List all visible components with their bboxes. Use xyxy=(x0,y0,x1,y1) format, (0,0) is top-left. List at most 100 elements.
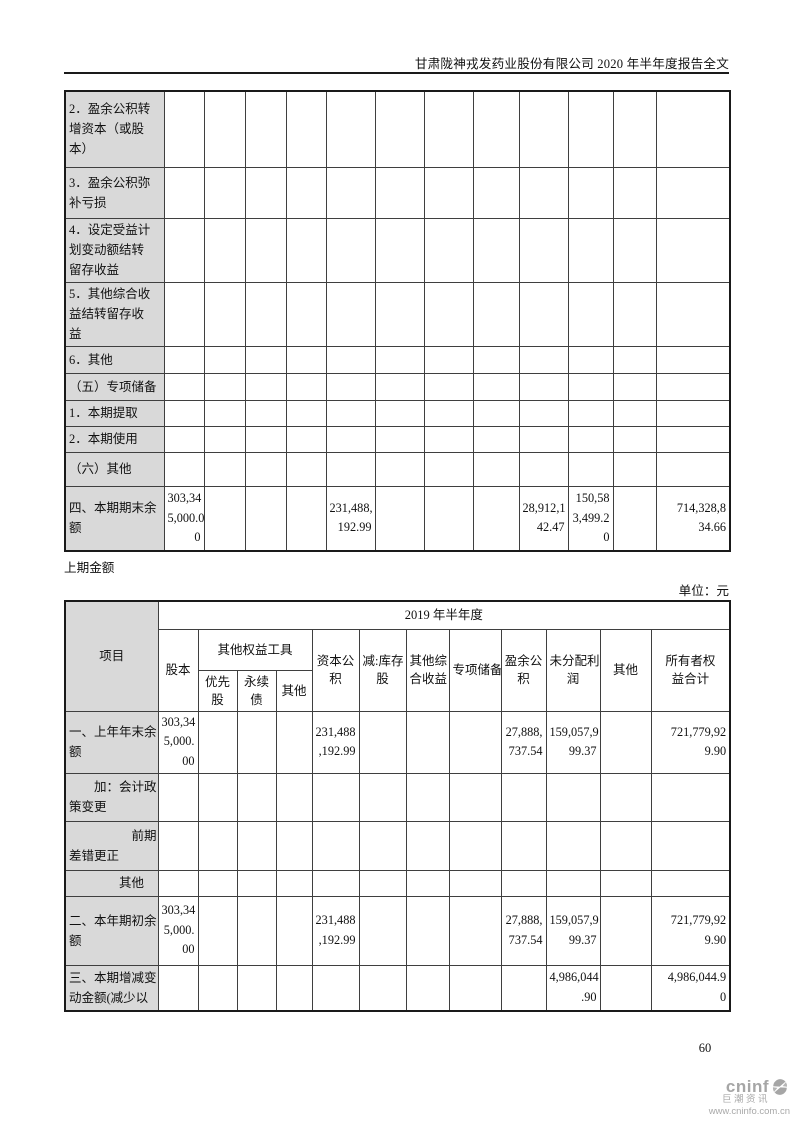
table1-value-cell xyxy=(374,217,425,283)
col-header-perpetual-bonds: 永续 债 xyxy=(236,669,277,712)
table1-row-label: 2．本期使用 xyxy=(64,425,165,453)
col-header-share-capital: 股本 xyxy=(157,628,199,712)
table2-value-cell: 159,057,9 99.37 xyxy=(545,710,601,774)
table1-value-cell xyxy=(285,166,327,219)
table1-value-cell: 231,488, 192.99 xyxy=(325,485,376,552)
col-header-other-equity-tools: 其他权益工具 xyxy=(197,628,313,671)
table1-value-cell xyxy=(374,166,425,219)
table2-value-cell: 4,986,044.9 0 xyxy=(650,964,731,1012)
table1-value-cell xyxy=(163,217,205,283)
table2-value-cell xyxy=(405,710,450,774)
table2-value-cell xyxy=(358,772,407,822)
table1-value-cell xyxy=(203,372,246,401)
table1-value-cell xyxy=(655,425,731,453)
table1-value-cell xyxy=(325,451,376,487)
table2-value-cell xyxy=(236,772,277,822)
report-header-title: 甘肃陇神戎发药业股份有限公司 2020 年半年度报告全文 xyxy=(414,57,729,71)
table1-value-cell xyxy=(612,345,657,374)
table-row: 其他 xyxy=(64,869,731,897)
table1-value-cell xyxy=(567,399,614,427)
table1-value-cell xyxy=(518,217,569,283)
table1-row-label: 1．本期提取 xyxy=(64,399,165,427)
table1-value-cell xyxy=(567,451,614,487)
cninfo-logo: cninf 巨潮资讯 www.cninfo.com.cn xyxy=(680,1077,790,1118)
table2-value-cell xyxy=(197,869,238,897)
table2-row-label: 其他 xyxy=(64,869,159,897)
table2-value-cell xyxy=(275,869,313,897)
table1-value-cell xyxy=(612,425,657,453)
table2-value-cell xyxy=(358,710,407,774)
table1-value-cell xyxy=(612,451,657,487)
table-row: 5．其他综合收 益结转留存收 益 xyxy=(64,281,731,347)
table1-value-cell xyxy=(285,372,327,401)
table1-value-cell xyxy=(203,90,246,168)
table2-value-cell: 721,779,92 9.90 xyxy=(650,710,731,774)
table2-value-cell xyxy=(358,820,407,871)
table2-value-cell xyxy=(599,869,652,897)
table-row: 4．设定受益计 划变动额结转 留存收益 xyxy=(64,217,731,283)
table1-value-cell xyxy=(518,425,569,453)
col-header-capital-reserve: 资本公 积 xyxy=(311,628,360,712)
table-row: 1．本期提取 xyxy=(64,399,731,427)
table2-value-cell xyxy=(405,820,450,871)
col-header-surplus-reserve: 盈余公 积 xyxy=(500,628,547,712)
table1-value-cell xyxy=(472,281,520,347)
cninfo-caption: 巨潮资讯 xyxy=(721,1094,770,1105)
table1-value-cell xyxy=(203,281,246,347)
table1-value-cell xyxy=(374,451,425,487)
table1-value-cell xyxy=(423,217,474,283)
table2-value-cell: 721,779,92 9.90 xyxy=(650,895,731,966)
table-row: 一、上年年末余 额 303,34 5,000. 00 231,488 ,192.99… xyxy=(64,710,731,774)
table1-value-cell xyxy=(423,90,474,168)
table1-value-cell xyxy=(325,281,376,347)
table1-value-cell xyxy=(612,485,657,552)
table1-row-label: （六）其他 xyxy=(64,451,165,487)
table1-value-cell xyxy=(163,425,205,453)
table2-value-cell xyxy=(448,772,502,822)
table1-value-cell xyxy=(325,425,376,453)
table2-value-cell xyxy=(405,964,450,1012)
table1-value-cell xyxy=(163,166,205,219)
table1-value-cell xyxy=(285,451,327,487)
table1-value-cell xyxy=(612,90,657,168)
table2-value-cell xyxy=(275,964,313,1012)
table1-value-cell xyxy=(423,399,474,427)
cninfo-brand-text: cninf xyxy=(725,1077,769,1097)
table2-value-cell xyxy=(545,772,601,822)
table2-value-cell xyxy=(650,869,731,897)
header-divider xyxy=(64,72,729,74)
table1-value-cell xyxy=(567,372,614,401)
table1-value-cell xyxy=(612,399,657,427)
table1-value-cell xyxy=(612,281,657,347)
table1-value-cell xyxy=(325,399,376,427)
table2-value-cell xyxy=(599,820,652,871)
table2-value-cell xyxy=(500,869,547,897)
table1-value-cell xyxy=(244,281,287,347)
table1-row-label: 四、本期期末余 额 xyxy=(64,485,165,552)
table2-value-cell xyxy=(311,772,360,822)
table1-value-cell xyxy=(472,166,520,219)
table1-row-label: 5．其他综合收 益结转留存收 益 xyxy=(64,281,165,347)
table1-value-cell xyxy=(244,451,287,487)
table1-value-cell xyxy=(655,345,731,374)
cninfo-url: www.cninfo.com.cn xyxy=(708,1105,790,1117)
table2-value-cell: 4,986,044 .90 xyxy=(545,964,601,1012)
table1-value-cell xyxy=(655,451,731,487)
table2-value-cell xyxy=(157,869,199,897)
table1-value-cell xyxy=(374,485,425,552)
table2-value-cell xyxy=(197,772,238,822)
table1-value-cell xyxy=(163,345,205,374)
table2-value-cell xyxy=(448,869,502,897)
table1-value-cell xyxy=(472,485,520,552)
table1-value-cell xyxy=(285,90,327,168)
table2-value-cell xyxy=(197,964,238,1012)
table1-row-label: （五）专项储备 xyxy=(64,372,165,401)
table1-value-cell: 150,58 3,499.2 0 xyxy=(567,485,614,552)
table1-row-label: 3．盈余公积弥 补亏损 xyxy=(64,166,165,219)
table1-value-cell xyxy=(423,425,474,453)
table2-value-cell xyxy=(311,820,360,871)
table2-value-cell xyxy=(275,895,313,966)
table1-value-cell xyxy=(472,345,520,374)
table2-value-cell xyxy=(236,964,277,1012)
table-row: 6．其他 xyxy=(64,345,731,374)
